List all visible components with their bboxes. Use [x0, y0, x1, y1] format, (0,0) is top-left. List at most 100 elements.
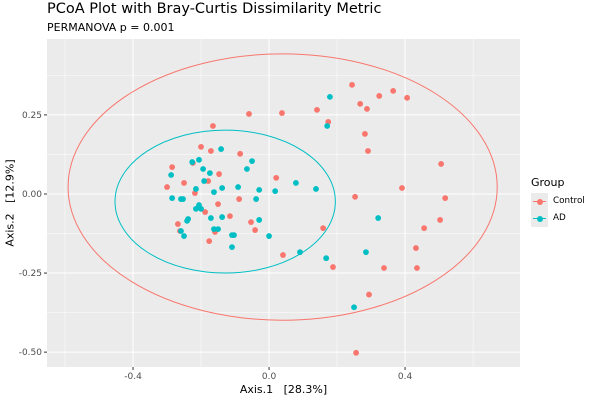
- point-control: [399, 185, 405, 191]
- point-control: [246, 111, 252, 117]
- point-control: [210, 123, 216, 129]
- point-control: [215, 201, 221, 208]
- point-control: [414, 265, 420, 271]
- point-control: [381, 265, 387, 271]
- point-ad: [168, 172, 175, 178]
- point-ad: [327, 93, 333, 100]
- point-control: [252, 227, 259, 233]
- point-ad: [211, 226, 217, 232]
- point-ad: [244, 166, 250, 172]
- point-ad: [235, 184, 242, 190]
- confidence-ellipses: [67, 53, 498, 321]
- legend-title: Group: [531, 176, 565, 189]
- y-axis-ticks: 0.25 0.00 -0.25 -0.50: [19, 111, 47, 358]
- point-ad: [215, 226, 221, 232]
- point-ad: [196, 156, 202, 163]
- ellipse-control: [67, 53, 498, 321]
- point-ad: [201, 178, 207, 184]
- point-ad: [184, 217, 190, 224]
- ellipse-ad: [114, 129, 336, 274]
- legend-key-control: [531, 193, 548, 210]
- point-ad: [193, 205, 199, 212]
- chart-subtitle: PERMANOVA p = 0.001: [47, 21, 175, 34]
- legend-dot-ad: [536, 215, 543, 222]
- point-control: [206, 238, 213, 245]
- chart-title: PCoA Plot with Bray-Curtis Dissimilarity…: [47, 1, 382, 17]
- point-control: [280, 252, 286, 258]
- x-axis-title: Axis.1 [28.3%]: [240, 383, 327, 396]
- point-ad: [256, 186, 263, 193]
- x-tick-label: 0.4: [398, 372, 413, 382]
- point-ad: [211, 189, 217, 195]
- point-control: [376, 93, 383, 99]
- point-control: [353, 349, 359, 356]
- point-ad: [351, 304, 357, 311]
- point-control: [237, 150, 244, 157]
- point-control: [365, 148, 371, 154]
- point-control: [175, 221, 181, 227]
- point-ad: [219, 214, 226, 220]
- y-tick-label: 0.00: [22, 190, 42, 200]
- point-control: [181, 180, 187, 186]
- point-ad: [206, 170, 213, 177]
- point-ad: [363, 249, 369, 256]
- point-ad: [200, 166, 206, 172]
- point-ad: [169, 195, 176, 201]
- point-control: [216, 171, 222, 177]
- point-ad: [253, 196, 260, 202]
- point-ad: [249, 158, 255, 164]
- point-control: [349, 81, 355, 88]
- minor-gridlines: [47, 39, 520, 367]
- point-ad: [229, 244, 235, 251]
- point-control: [404, 94, 411, 101]
- x-axis-ticks: -0.4 0.0 0.4: [124, 367, 412, 382]
- point-control: [352, 193, 358, 200]
- y-tick-label: -0.50: [19, 348, 43, 358]
- x-tick-label: -0.4: [124, 372, 142, 382]
- point-control: [438, 161, 445, 167]
- legend-item-control: Control: [531, 193, 585, 210]
- data-points: [164, 81, 449, 356]
- legend-dot-control: [536, 198, 543, 205]
- y-tick-label: 0.25: [22, 111, 42, 121]
- legend: Group Control AD: [531, 176, 585, 227]
- point-ad: [324, 123, 331, 129]
- point-ad: [198, 205, 204, 212]
- legend-item-ad: AD: [531, 210, 585, 227]
- y-tick-label: -0.25: [19, 269, 42, 279]
- point-ad: [297, 249, 303, 256]
- point-ad: [375, 215, 382, 221]
- legend-label-control: Control: [553, 196, 585, 206]
- point-ad: [256, 217, 263, 223]
- point-control: [390, 87, 397, 94]
- point-control: [442, 195, 449, 201]
- point-ad: [181, 233, 187, 239]
- plot-panel: [47, 39, 520, 367]
- point-control: [202, 209, 209, 215]
- point-ad: [219, 185, 226, 191]
- point-control: [362, 130, 368, 137]
- point-ad: [293, 180, 299, 186]
- point-ad: [180, 196, 186, 202]
- point-ad: [313, 186, 319, 192]
- point-ad: [266, 233, 272, 239]
- point-control: [320, 225, 327, 232]
- point-control: [364, 106, 370, 112]
- point-control: [208, 148, 214, 154]
- point-control: [314, 106, 320, 113]
- point-ad: [189, 159, 196, 165]
- point-control: [248, 219, 254, 226]
- point-ad: [193, 186, 199, 192]
- point-control: [330, 264, 336, 270]
- point-control: [357, 100, 364, 107]
- point-ad: [231, 232, 237, 239]
- point-control: [227, 213, 233, 220]
- point-ad: [272, 188, 279, 195]
- point-control: [421, 225, 428, 232]
- point-control: [236, 196, 243, 202]
- legend-key-ad: [531, 210, 548, 227]
- point-control: [164, 184, 170, 190]
- point-control: [366, 291, 372, 298]
- point-ad: [323, 255, 330, 262]
